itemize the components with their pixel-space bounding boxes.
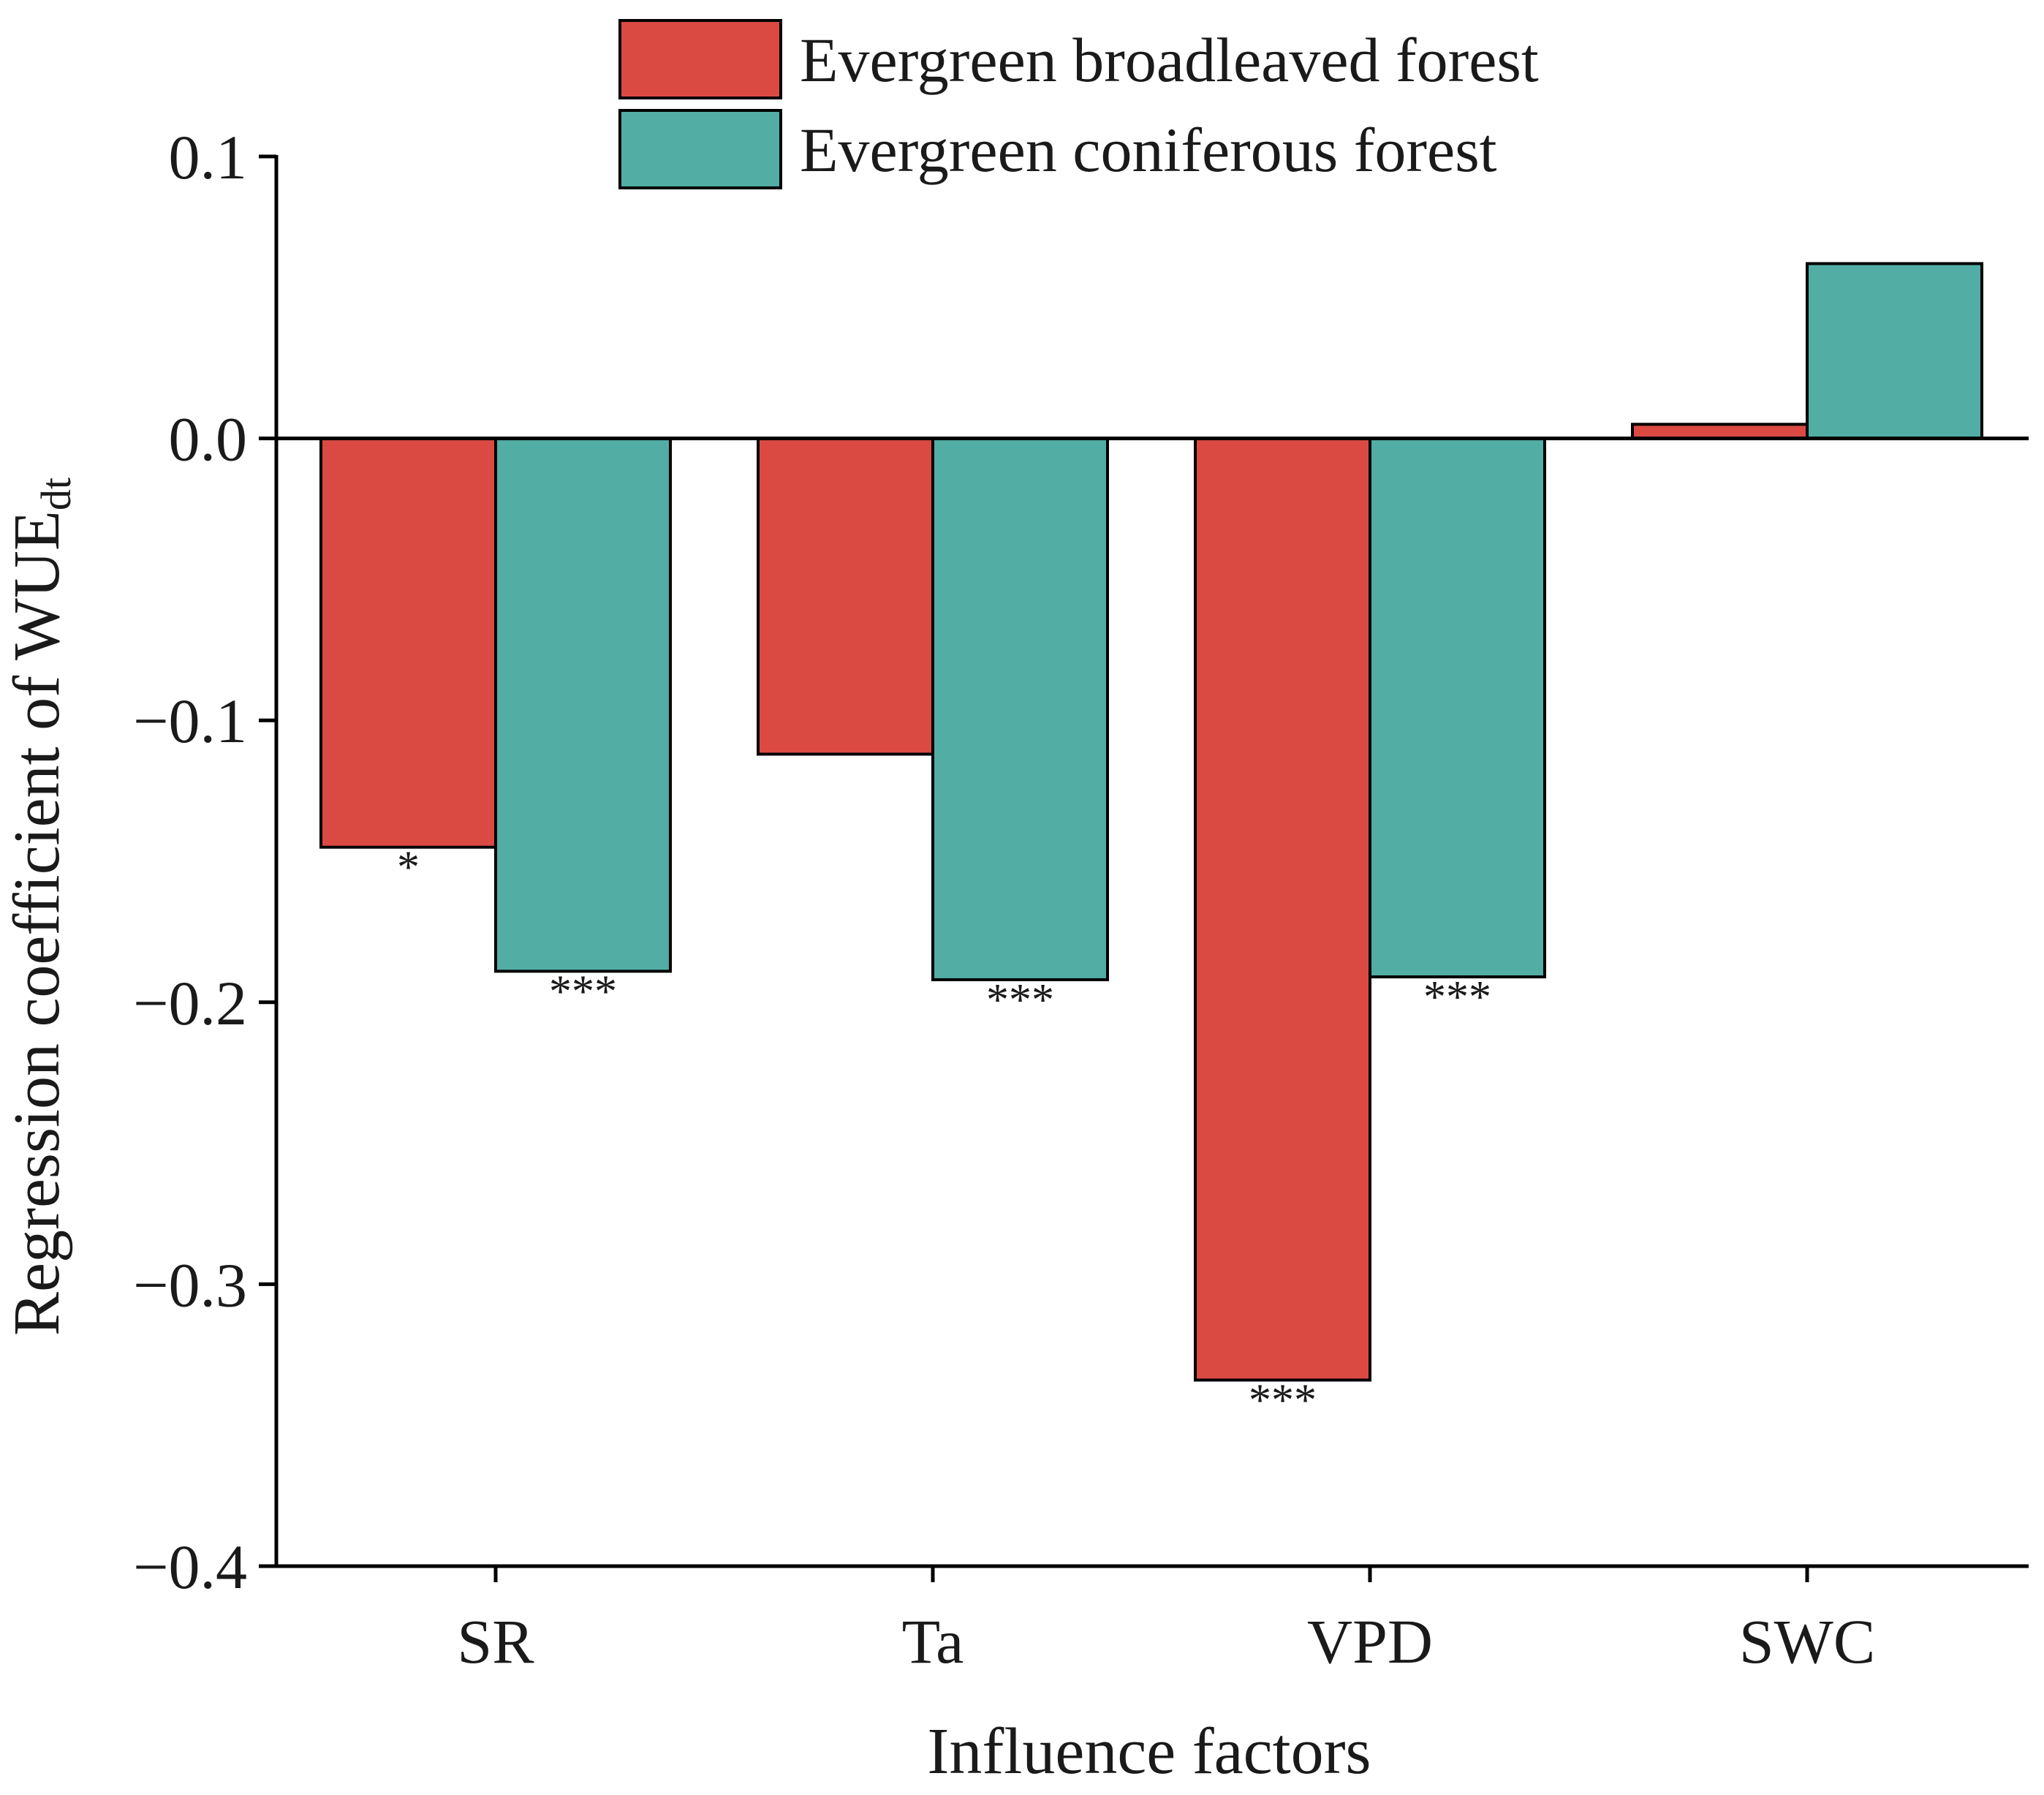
bar-vpd-series-1 bbox=[1194, 437, 1371, 1382]
axes-layer: 0.1 0.0 −0.1 −0.2 −0.3 −0.4 SR Ta VPD SWC bbox=[133, 122, 2029, 1677]
x-tick-label-ta: Ta bbox=[902, 1606, 964, 1677]
y-axis-title: Regression coefficient of WUEdt bbox=[1, 477, 80, 1336]
bar-ta-series-2 bbox=[931, 437, 1109, 981]
y-tick-label: −0.1 bbox=[133, 686, 247, 756]
y-tick-label: 0.0 bbox=[169, 404, 248, 475]
bar-sr-series-2 bbox=[494, 437, 672, 973]
legend-swatch-series-1 bbox=[618, 19, 782, 99]
bar-swc-series-1 bbox=[1631, 423, 1809, 440]
bar-sr-series-1 bbox=[319, 437, 497, 849]
x-axis-title: Influence factors bbox=[927, 1715, 1371, 1788]
significance-label-ta-series-2: *** bbox=[986, 975, 1054, 1025]
y-tick-label: −0.3 bbox=[133, 1250, 247, 1320]
legend-swatch-series-2 bbox=[618, 109, 782, 189]
significance-label-sr-series-1: * bbox=[397, 843, 420, 893]
x-tick-label-sr: SR bbox=[457, 1606, 534, 1677]
bar-ta-series-1 bbox=[757, 437, 934, 756]
y-axis-title-group: Regression coefficient of WUEdt bbox=[1, 477, 80, 1336]
bar-swc-series-2 bbox=[1806, 262, 1983, 440]
significance-label-vpd-series-1: *** bbox=[1249, 1376, 1317, 1426]
x-tick-label-swc: SWC bbox=[1739, 1606, 1875, 1677]
y-axis-title-main: Regression coefficient of WUE bbox=[1, 510, 73, 1336]
legend-label-series-1: Evergreen broadleaved forest bbox=[800, 25, 1539, 95]
y-tick-label: −0.4 bbox=[133, 1532, 247, 1602]
y-tick-label: 0.1 bbox=[169, 122, 248, 192]
bar-vpd-series-2 bbox=[1369, 437, 1546, 979]
significance-label-vpd-series-2: *** bbox=[1423, 972, 1491, 1022]
significance-label-sr-series-2: *** bbox=[549, 967, 617, 1016]
y-axis-title-subscript: dt bbox=[32, 477, 80, 510]
y-tick-label: −0.2 bbox=[133, 968, 247, 1038]
x-tick-label-vpd: VPD bbox=[1307, 1606, 1433, 1677]
significance-layer: **** ********* bbox=[397, 843, 1491, 1426]
legend: Evergreen broadleaved forest Evergreen co… bbox=[618, 19, 1539, 189]
legend-label-series-2: Evergreen coniferous forest bbox=[800, 115, 1497, 185]
bars-layer bbox=[319, 262, 1983, 1382]
